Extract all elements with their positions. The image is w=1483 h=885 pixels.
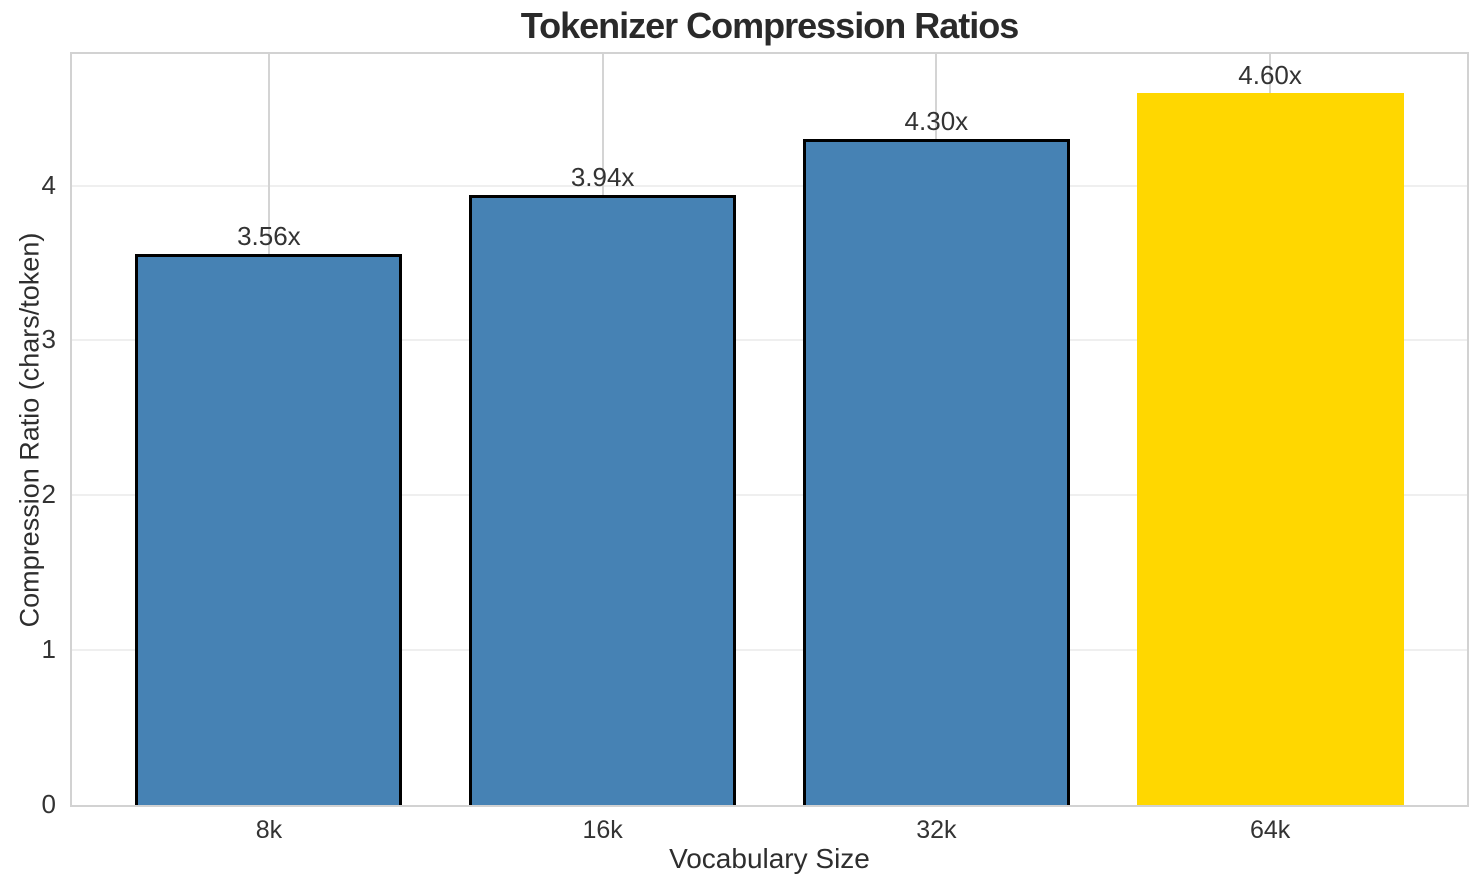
- bar-8k: [135, 253, 403, 805]
- bar-value-label-32k: 4.30x: [904, 106, 969, 137]
- bar-value-label-16k: 3.94x: [570, 161, 635, 192]
- bar-16k: [469, 194, 737, 805]
- chart-title: Tokenizer Compression Ratios: [520, 5, 1019, 46]
- x-tick-label-16k: 16k: [582, 816, 623, 844]
- x-axis-label: Vocabulary Size: [669, 843, 870, 874]
- gridline-y-1: [72, 649, 1467, 652]
- y-tick-label-3: 3: [41, 324, 56, 355]
- bar-value-label-64k: 4.60x: [1238, 59, 1302, 90]
- y-axis-label: Compression Ratio (chars/token): [14, 232, 45, 628]
- y-tick-label-1: 1: [41, 634, 56, 665]
- bar-32k: [802, 139, 1070, 805]
- bar-64k: [1136, 92, 1404, 805]
- y-tick-label-4: 4: [41, 169, 56, 200]
- x-tick-label-64k: 64k: [1249, 816, 1291, 844]
- gridline-y-4: [72, 184, 1467, 187]
- bar-value-label-8k: 3.56x: [237, 220, 301, 251]
- plot-area: [70, 52, 1469, 807]
- gridline-y-2: [72, 494, 1467, 497]
- x-tick-label-8k: 8k: [255, 816, 283, 844]
- x-tick-label-32k: 32k: [916, 816, 957, 844]
- y-tick-label-0: 0: [41, 789, 56, 819]
- gridline-y-3: [72, 339, 1467, 342]
- y-tick-label-2: 2: [41, 479, 56, 510]
